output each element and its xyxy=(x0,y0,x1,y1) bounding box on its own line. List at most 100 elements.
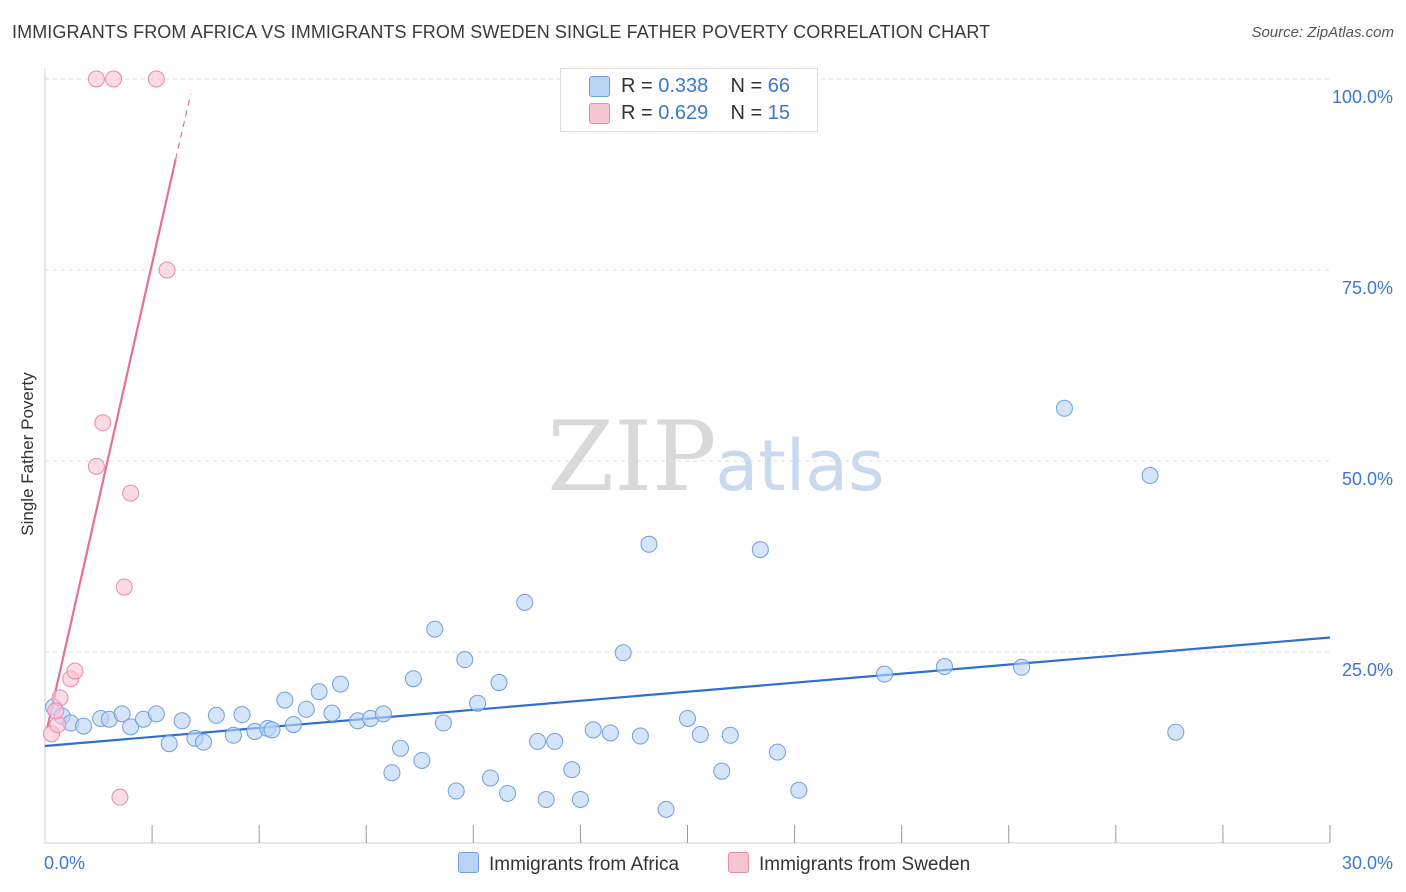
sweden-point xyxy=(111,788,129,806)
n-value: 66 xyxy=(767,75,791,97)
sweden-point xyxy=(87,457,105,475)
stats-legend: R = 0.338 N = 66 R = 0.629 N = 15 xyxy=(560,68,818,132)
africa-point xyxy=(173,712,191,730)
africa-point xyxy=(563,761,581,779)
africa-point xyxy=(147,705,165,723)
sweden-point xyxy=(94,414,112,432)
africa-point xyxy=(447,782,465,800)
sweden-swatch xyxy=(589,103,610,124)
gridlines xyxy=(45,78,1330,653)
africa-point xyxy=(1167,723,1185,741)
africa-point xyxy=(426,620,444,638)
africa-point xyxy=(584,721,602,739)
africa-point xyxy=(297,700,315,718)
africa-point xyxy=(768,743,786,761)
africa-point xyxy=(413,751,431,769)
africa-point xyxy=(194,733,212,751)
africa-point xyxy=(614,644,632,662)
x-tick-label: 0.0% xyxy=(44,853,85,873)
africa-point xyxy=(679,709,696,727)
africa-point xyxy=(1055,399,1073,417)
africa-point xyxy=(1141,467,1159,485)
sweden-point xyxy=(66,662,84,680)
source-label: Source: ZipAtlas.com xyxy=(1251,24,1394,41)
africa-point xyxy=(374,705,392,723)
sweden-trend-extension xyxy=(175,94,192,160)
legend-label: Immigrants from Africa xyxy=(489,854,680,875)
africa-swatch xyxy=(589,76,610,97)
africa-point xyxy=(640,535,658,553)
watermark-zip: ZIP xyxy=(547,401,716,513)
sweden-point xyxy=(147,70,165,88)
africa-point xyxy=(571,790,589,808)
n-label: N = xyxy=(730,102,763,124)
sweden-swatch xyxy=(728,852,749,873)
africa-point xyxy=(207,706,225,724)
africa-point xyxy=(876,665,894,683)
y-tick-label: 25.0% xyxy=(1342,660,1393,680)
africa-point xyxy=(529,732,547,750)
n-label: N = xyxy=(730,75,763,97)
y-tick-label: 50.0% xyxy=(1342,469,1393,489)
africa-point xyxy=(383,764,401,782)
africa-point xyxy=(233,706,251,724)
sweden-trend-line xyxy=(46,158,177,729)
legend-item-sweden[interactable]: Immigrants from Sweden xyxy=(728,852,970,876)
sweden-point xyxy=(115,578,133,596)
africa-point xyxy=(631,727,649,745)
r-value: 0.338 xyxy=(658,75,709,97)
africa-point xyxy=(537,790,555,808)
y-axis-title: Single Father Poverty xyxy=(18,372,37,536)
watermark: ZIP atlas xyxy=(547,401,884,513)
africa-point xyxy=(516,593,534,611)
y-tick-label: 75.0% xyxy=(1342,278,1393,298)
data-points xyxy=(42,70,1185,818)
africa-point xyxy=(721,726,739,744)
africa-point xyxy=(546,732,564,750)
africa-point xyxy=(751,541,769,559)
africa-point xyxy=(160,735,178,753)
africa-point xyxy=(75,717,93,735)
africa-point xyxy=(456,651,474,669)
x-tick-label: 30.0% xyxy=(1342,853,1393,873)
africa-point xyxy=(601,724,619,742)
africa-point xyxy=(434,714,452,732)
africa-point xyxy=(224,726,242,744)
legend-label: Immigrants from Sweden xyxy=(759,854,971,875)
y-tick-label: 100.0% xyxy=(1332,87,1393,107)
sweden-point xyxy=(47,702,65,720)
africa-point xyxy=(122,718,140,736)
sweden-point xyxy=(87,70,105,88)
r-label: R = xyxy=(621,75,653,97)
legend-item-africa[interactable]: Immigrants from Africa xyxy=(458,852,679,876)
r-value: 0.629 xyxy=(658,102,709,124)
africa-point xyxy=(657,800,675,818)
tick-labels: 25.0% 50.0% 75.0% 100.0% 0.0% 30.0% xyxy=(44,87,1393,873)
africa-point xyxy=(490,674,508,692)
chart-title: IMMIGRANTS FROM AFRICA VS IMMIGRANTS FRO… xyxy=(12,22,991,42)
watermark-atlas: atlas xyxy=(715,425,884,507)
africa-point xyxy=(691,726,709,744)
africa-point xyxy=(310,683,328,701)
africa-point xyxy=(790,781,808,799)
sweden-point xyxy=(105,70,123,88)
africa-point xyxy=(713,762,731,780)
africa-point xyxy=(323,704,341,722)
axes xyxy=(44,68,1331,844)
africa-point xyxy=(936,658,953,676)
africa-point xyxy=(276,691,294,709)
africa-point xyxy=(263,721,281,739)
series-legend: Immigrants from Africa Immigrants from S… xyxy=(0,852,1406,878)
africa-point xyxy=(499,784,517,802)
africa-point xyxy=(469,694,487,712)
sweden-point xyxy=(122,484,140,502)
africa-point xyxy=(332,675,350,693)
africa-point xyxy=(113,705,131,723)
africa-point xyxy=(481,769,499,787)
africa-point xyxy=(404,670,422,688)
n-value: 15 xyxy=(767,102,791,124)
africa-point xyxy=(1013,658,1031,676)
sweden-point xyxy=(158,261,176,279)
africa-swatch xyxy=(458,852,479,873)
